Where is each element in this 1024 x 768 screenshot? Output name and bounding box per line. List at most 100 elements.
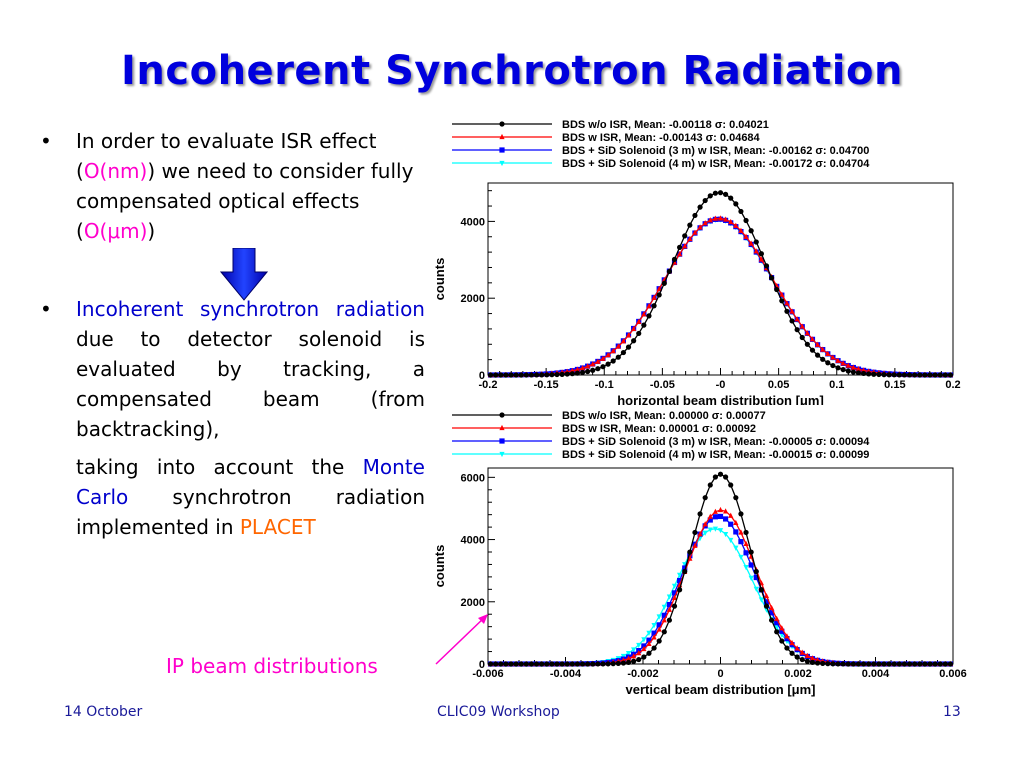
x-tick-label: 0: [717, 668, 723, 680]
data-point: [666, 594, 673, 600]
data-point: [666, 617, 673, 623]
data-point: [682, 243, 688, 249]
down-arrow-icon: [220, 248, 268, 301]
data-point: [528, 372, 535, 378]
data-point: [794, 316, 800, 322]
data-point: [901, 661, 908, 667]
data-point: [779, 625, 785, 631]
footer-date: 14 October: [64, 704, 143, 720]
data-point: [559, 661, 565, 667]
data-point: [896, 372, 902, 378]
legend-entry: BDS + SiD Solenoid (4 m) w ISR, Mean: -0…: [562, 449, 869, 461]
data-point: [646, 640, 652, 646]
data-point: [631, 658, 637, 664]
data-point: [702, 197, 708, 204]
data-point: [814, 660, 821, 666]
data-point: [723, 516, 729, 522]
data-point: [748, 562, 754, 568]
data-point: [539, 372, 545, 378]
data-point: [508, 661, 514, 667]
data-point: [702, 220, 708, 226]
data-point: [671, 583, 678, 589]
legend-entry: BDS w ISR, Mean: -0.00143 σ: 0.04684: [562, 132, 761, 144]
data-point: [554, 371, 560, 378]
data-point: [559, 371, 565, 377]
data-point: [779, 291, 785, 297]
data-point: [523, 661, 529, 667]
data-point: [564, 371, 570, 377]
data-point: [574, 366, 581, 372]
data-point: [610, 661, 616, 667]
data-point: [912, 372, 918, 378]
bullet3-text-1: taking into account the: [76, 455, 363, 479]
data-point: [774, 629, 780, 635]
data-point: [891, 661, 897, 667]
data-point: [733, 222, 739, 228]
data-point: [564, 661, 570, 667]
x-tick-label: -0.2: [479, 379, 498, 391]
data-point: [738, 554, 744, 561]
data-point: [881, 661, 887, 667]
data-point: [620, 653, 627, 660]
data-point: [661, 629, 667, 635]
data-point: [809, 347, 816, 353]
legend-marker: [499, 121, 505, 127]
data-point: [651, 623, 657, 629]
data-point: [508, 372, 514, 378]
data-point: [585, 363, 591, 369]
data-point: [651, 294, 657, 300]
data-point: [503, 372, 509, 378]
data-point: [631, 647, 637, 653]
legend-marker: [499, 133, 505, 140]
data-point: [728, 195, 734, 201]
data-point: [610, 358, 616, 364]
data-point: [641, 637, 647, 643]
data-point: [651, 303, 657, 309]
bullet-incoherent-sr: • Incoherent synchrotron radiation due t…: [40, 294, 425, 444]
data-point: [641, 322, 647, 328]
data-point: [743, 233, 749, 239]
data-point: [631, 325, 637, 332]
data-point: [697, 204, 703, 210]
data-point: [763, 263, 770, 269]
data-point: [855, 370, 862, 376]
data-point: [600, 364, 606, 370]
legend-marker: [499, 412, 505, 418]
data-point: [595, 366, 601, 372]
data-point: [671, 603, 678, 609]
data-point: [947, 372, 954, 378]
data-point: [912, 661, 918, 667]
data-point: [641, 654, 647, 660]
data-point: [656, 622, 662, 628]
x-tick-label: 0.05: [768, 379, 789, 391]
data-point: [569, 371, 575, 377]
bullet-marker: •: [40, 129, 52, 153]
data-point: [799, 649, 805, 655]
data-point: [937, 372, 943, 378]
data-point: [641, 643, 647, 649]
data-point: [728, 512, 734, 518]
x-axis-label: horizontal beam distribution [μm]: [617, 393, 824, 405]
data-point: [728, 537, 734, 544]
data-point: [712, 215, 718, 221]
bullet2-text: due to detector solenoid is evaluated by…: [76, 327, 425, 441]
data-point: [784, 645, 790, 651]
data-point: [636, 642, 642, 649]
data-point: [932, 372, 938, 378]
data-point: [605, 352, 611, 358]
data-point: [733, 519, 739, 526]
data-point: [615, 660, 621, 667]
data-point: [804, 658, 810, 664]
data-point: [779, 638, 785, 644]
y-tick-label: 2000: [461, 597, 485, 609]
data-point: [860, 370, 867, 377]
data-point: [661, 604, 667, 610]
data-point: [702, 521, 708, 527]
bullet-isr-evaluation: • In order to evaluate ISR effect (O(nm)…: [40, 126, 425, 246]
data-point: [738, 511, 744, 517]
x-tick-label: 0.15: [884, 379, 905, 391]
data-point: [723, 531, 729, 538]
data-point: [733, 545, 739, 551]
data-point: [656, 638, 662, 644]
legend-entry: BDS w ISR, Mean: 0.00001 σ: 0.00092: [562, 423, 756, 435]
